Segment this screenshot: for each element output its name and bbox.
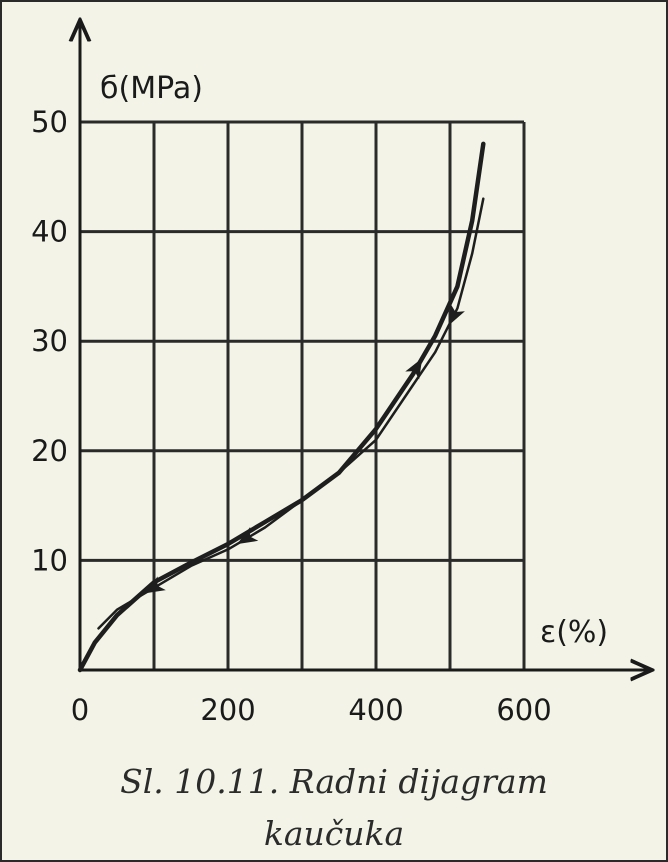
figure-caption-line-1: Sl. 10.11. Radni dijagram bbox=[120, 762, 548, 801]
x-tick-label: 600 bbox=[496, 693, 551, 727]
y-tick-label: 40 bbox=[31, 215, 68, 249]
y-tick-label: 20 bbox=[31, 434, 68, 468]
direction-arrow-unloading bbox=[144, 576, 166, 594]
series-line-loading bbox=[77, 141, 486, 673]
x-tick-label: 400 bbox=[348, 693, 403, 727]
grid bbox=[80, 120, 526, 670]
figure-caption-line-2: kaučuka bbox=[263, 814, 405, 853]
y-axis-label: б(MPa) bbox=[100, 71, 203, 106]
x-axis-label: ε(%) bbox=[540, 615, 608, 650]
series bbox=[77, 141, 486, 673]
x-tick-label: 200 bbox=[200, 693, 255, 727]
direction-arrow-loading bbox=[405, 358, 423, 380]
series-line-unloading bbox=[97, 197, 485, 630]
tick-labels: 0 200 400 600 10 20 30 40 50 bbox=[31, 105, 552, 727]
y-tick-label: 50 bbox=[31, 105, 68, 139]
y-tick-label: 10 bbox=[31, 543, 68, 577]
y-tick-label: 30 bbox=[31, 324, 68, 358]
x-tick-label: 0 bbox=[71, 693, 89, 727]
direction-arrow-unloading bbox=[448, 303, 465, 326]
direction-arrows bbox=[144, 303, 465, 594]
axes bbox=[80, 20, 652, 670]
direction-arrow-unloading bbox=[237, 527, 259, 545]
